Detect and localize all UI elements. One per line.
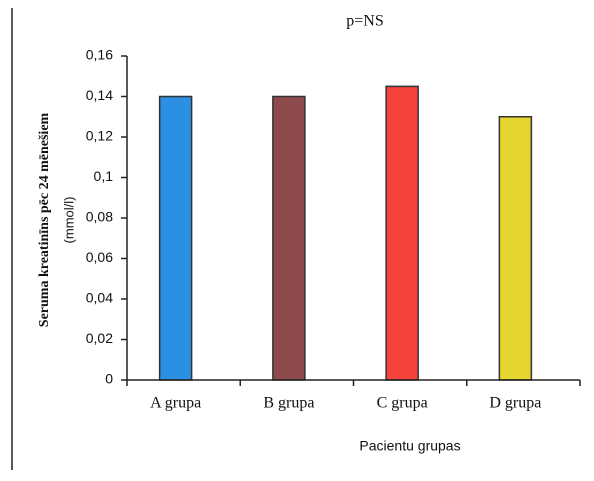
y-axis-title: Seruma kreatinīns pēc 24 mēnešiem bbox=[37, 112, 52, 327]
y-tick-label: 0 bbox=[105, 371, 113, 387]
y-tick-label: 0,1 bbox=[94, 168, 114, 184]
y-tick-label: 0,16 bbox=[86, 47, 113, 63]
y-tick-label: 0,14 bbox=[86, 87, 113, 103]
bar bbox=[498, 116, 533, 381]
y-tick-label: 0,08 bbox=[86, 209, 113, 225]
y-tick-label: 0,04 bbox=[86, 290, 113, 306]
bar bbox=[272, 95, 306, 381]
x-tick-label: A grupa bbox=[150, 395, 201, 412]
y-tick-label: 0,02 bbox=[86, 330, 113, 346]
x-tick-label: D grupa bbox=[489, 395, 541, 412]
chart-title: p=NS bbox=[346, 13, 383, 30]
x-tick-label: C grupa bbox=[377, 395, 428, 412]
x-tick-label: B grupa bbox=[263, 395, 314, 412]
y-tick-label: 0,06 bbox=[86, 249, 113, 265]
y-axis-title: (mmol/l) bbox=[61, 197, 76, 244]
x-axis-title: Pacientu grupas bbox=[359, 438, 460, 454]
bar bbox=[158, 95, 193, 381]
y-tick-label: 0,12 bbox=[86, 128, 113, 144]
bar bbox=[385, 85, 419, 381]
